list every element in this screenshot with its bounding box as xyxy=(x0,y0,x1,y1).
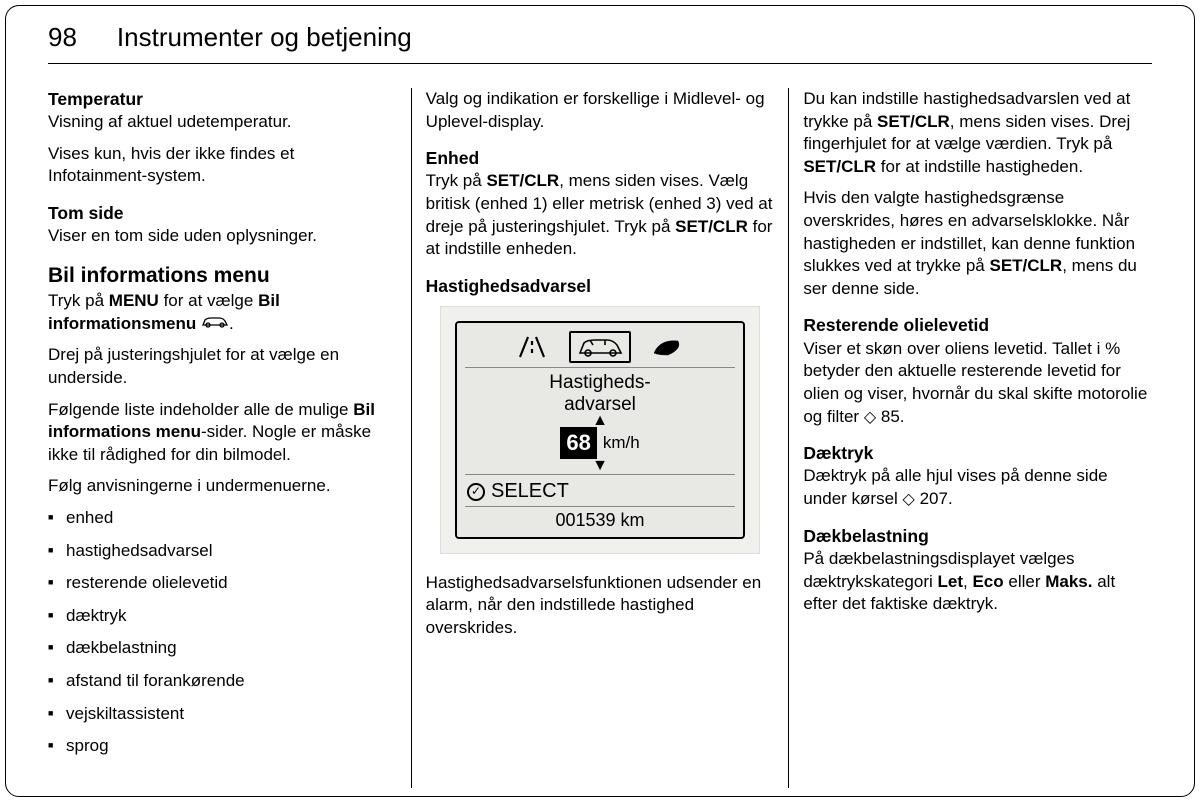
speed-value-row: 68 km/h xyxy=(465,427,735,458)
car-icon xyxy=(201,313,229,336)
heading-daektryk: Dæktryk xyxy=(803,442,1152,465)
column-1: Temperatur Visning af aktuel udetemperat… xyxy=(48,88,412,788)
select-row: ✓ SELECT xyxy=(465,474,735,507)
heading-hastighedsadvarsel: Hastighedsadvarsel xyxy=(426,275,775,298)
heading-enhed: Enhed xyxy=(426,147,775,170)
display-title: Hastigheds- advarsel xyxy=(465,372,735,416)
leaf-icon xyxy=(637,331,699,363)
heading-temperatur: Temperatur xyxy=(48,88,397,111)
reference-arrow-icon: ◇ xyxy=(864,407,876,428)
page-title: Instrumenter og betjening xyxy=(117,22,412,53)
text: På dækbelastningsdisplayet vælges dæktry… xyxy=(803,548,1152,616)
select-label: SELECT xyxy=(491,478,569,505)
menu-list: enhed hastighedsadvarsel resterende olie… xyxy=(48,507,397,758)
check-icon: ✓ xyxy=(467,483,485,501)
speed-value: 68 xyxy=(560,427,596,458)
heading-bil-info: Bil informations menu xyxy=(48,262,397,290)
display-inner: Hastigheds- advarsel ▲ 68 km/h ▼ ✓ SELEC… xyxy=(455,321,745,539)
column-3: Du kan indstille hastighedsadvarslen ved… xyxy=(789,88,1152,788)
arrow-down-icon: ▼ xyxy=(465,461,735,471)
text: Hastighedsadvarselsfunktionen udsender e… xyxy=(426,572,775,640)
text: Viser en tom side uden oplysninger. xyxy=(48,225,397,248)
heading-olie: Resterende olielevetid xyxy=(803,314,1152,337)
text: Følg anvisningerne i undermenuerne. xyxy=(48,475,397,498)
text: Vises kun, hvis der ikke findes et Infot… xyxy=(48,143,397,188)
list-item: resterende olielevetid xyxy=(48,572,397,595)
display-graphic: Hastigheds- advarsel ▲ 68 km/h ▼ ✓ SELEC… xyxy=(440,306,760,554)
odometer: 001539 km xyxy=(465,507,735,533)
text: Følgende liste indeholder alle de mulige… xyxy=(48,399,397,467)
content-columns: Temperatur Visning af aktuel udetemperat… xyxy=(48,88,1152,788)
reference-arrow-icon: ◇ xyxy=(903,489,915,510)
heading-daekbelastning: Dækbelastning xyxy=(803,525,1152,548)
speed-unit: km/h xyxy=(603,432,640,455)
list-item: dæktryk xyxy=(48,605,397,628)
text: Tryk på SET/CLR, mens siden vises. Vælg … xyxy=(426,170,775,260)
lane-icon xyxy=(501,331,563,363)
list-item: vejskiltassistent xyxy=(48,703,397,726)
car-tab-icon xyxy=(569,331,631,363)
list-item: hastighedsadvarsel xyxy=(48,540,397,563)
text: Drej på justeringshjulet for at vælge en… xyxy=(48,344,397,389)
page-number: 98 xyxy=(48,22,77,53)
heading-tom-side: Tom side xyxy=(48,202,397,225)
page-header: 98 Instrumenter og betjening xyxy=(48,22,1152,64)
text: Visning af aktuel udetemperatur. xyxy=(48,111,397,134)
text: Tryk på MENU for at vælge Bil informatio… xyxy=(48,290,397,335)
text: Hvis den valgte hastighedsgrænse overskr… xyxy=(803,187,1152,300)
text: Dæktryk på alle hjul vises på denne side… xyxy=(803,465,1152,510)
column-2: Valg og indikation er forskellige i Midl… xyxy=(412,88,790,788)
text: Valg og indikation er forskellige i Midl… xyxy=(426,88,775,133)
arrow-up-icon: ▲ xyxy=(465,416,735,426)
list-item: dækbelastning xyxy=(48,637,397,660)
text: Viser et skøn over oliens levetid. Talle… xyxy=(803,338,1152,428)
tab-row xyxy=(465,329,735,368)
list-item: sprog xyxy=(48,735,397,758)
list-item: enhed xyxy=(48,507,397,530)
list-item: afstand til forankørende xyxy=(48,670,397,693)
text: Du kan indstille hastighedsadvarslen ved… xyxy=(803,88,1152,178)
